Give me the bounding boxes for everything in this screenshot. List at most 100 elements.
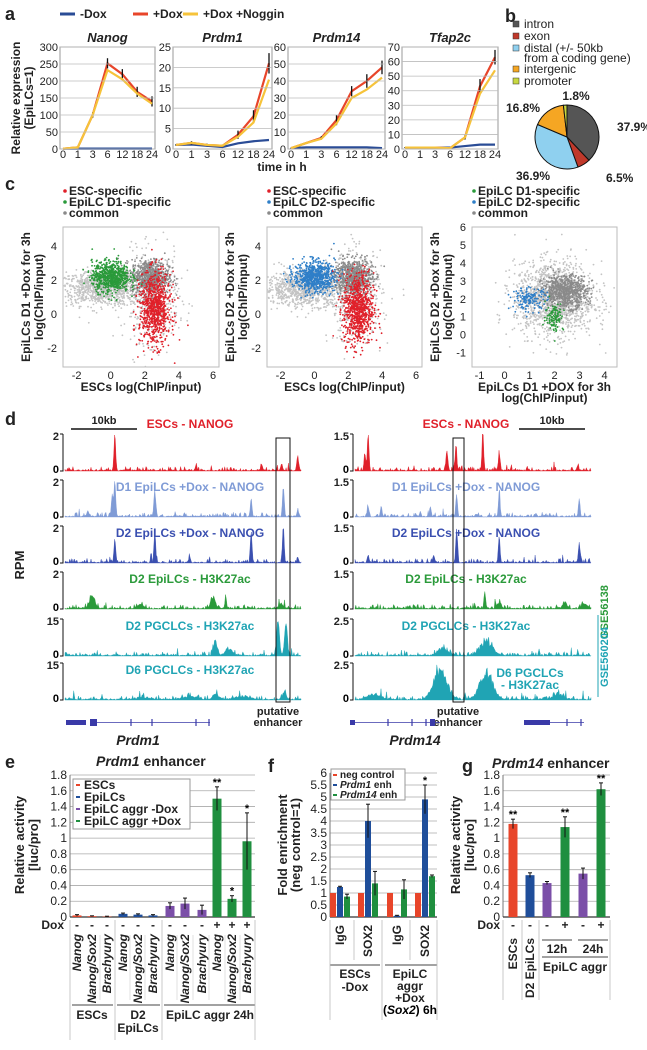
scatter-point	[301, 301, 303, 304]
legend-entry: exon	[524, 29, 550, 43]
scatter-point	[325, 301, 328, 304]
scatter-point	[104, 278, 107, 280]
scatter-point	[82, 294, 85, 297]
scatter-point	[375, 309, 377, 312]
scatter-point	[165, 351, 168, 354]
scatter-point	[164, 317, 167, 320]
scatter-point	[154, 238, 157, 241]
scatter-point	[169, 322, 172, 325]
scatter-point	[169, 294, 171, 297]
scatter-point	[107, 282, 110, 285]
scatter-point	[275, 287, 278, 290]
scatter-point	[300, 303, 303, 306]
pie-label: 1.8%	[562, 89, 590, 103]
scatter-point	[143, 314, 146, 316]
scatter-point	[126, 262, 129, 265]
scatter-point	[134, 316, 137, 319]
scatter-point	[133, 272, 136, 274]
scatter-point	[166, 316, 169, 318]
scatter-point	[112, 334, 114, 337]
scatter-point	[161, 310, 164, 312]
scatter-point	[272, 275, 275, 278]
scatter-point	[133, 267, 136, 269]
scatter-point	[100, 290, 103, 293]
scatter-point	[79, 283, 82, 286]
scatter-point	[178, 339, 181, 341]
scatter-point	[112, 260, 115, 263]
scatter-point	[336, 289, 338, 292]
scatter-point	[313, 294, 316, 296]
scatter-point	[180, 317, 182, 319]
scatter-point	[331, 301, 334, 304]
scatter-point	[161, 303, 164, 306]
scatter-point	[73, 292, 76, 294]
legend-swatch	[512, 44, 520, 52]
scatter-point	[164, 267, 167, 270]
scatter-point	[270, 300, 272, 303]
legend-entry: +Dox	[153, 7, 183, 21]
scatter-point	[130, 315, 133, 318]
scatter-point	[315, 302, 318, 305]
scatter-point	[102, 286, 105, 289]
scatter-point	[140, 265, 143, 267]
scatter-point	[153, 258, 156, 260]
scatter-point	[352, 249, 354, 252]
scatter-point	[80, 273, 82, 276]
scatter-point	[152, 338, 155, 341]
scatter-point	[85, 297, 88, 300]
scatter-point	[139, 339, 142, 342]
scatter-point	[186, 269, 189, 272]
scatter-point	[136, 272, 139, 275]
scatter-point	[135, 298, 137, 301]
scatter-point	[152, 331, 155, 333]
scatter-point	[292, 271, 295, 274]
scatter-point	[130, 279, 133, 281]
scatter-point	[136, 305, 139, 308]
scatter-point	[162, 293, 165, 295]
scatter-point	[157, 299, 160, 302]
scatter-point	[339, 254, 341, 257]
scatter-point	[164, 281, 167, 283]
scatter-point	[111, 295, 114, 297]
scatter-point	[180, 277, 183, 280]
scatter-point	[169, 303, 172, 305]
x-tick-label: 6	[104, 149, 110, 161]
scatter-point	[71, 303, 74, 305]
scatter-point	[283, 281, 286, 284]
scatter-point	[118, 301, 120, 304]
scatter-point	[78, 305, 81, 308]
scatter-point	[148, 270, 151, 273]
scatter-point	[138, 300, 141, 303]
scatter-point	[140, 270, 143, 272]
scatter-point	[117, 260, 120, 263]
scatter-point	[99, 279, 102, 282]
scatter-point	[114, 279, 117, 282]
scatter-point	[94, 273, 97, 276]
scatter-point	[128, 297, 131, 299]
scatter-point	[148, 297, 151, 300]
x-tick-label: 12	[459, 149, 471, 161]
legend-entry: +Dox +Noggin	[203, 7, 284, 21]
scatter-point	[364, 342, 367, 345]
scatter-point	[152, 308, 154, 311]
scatter-point	[151, 266, 153, 269]
scatter-point	[151, 320, 153, 323]
scatter-point	[288, 303, 290, 306]
y-tick-label: 10	[388, 129, 400, 141]
scatter-point	[109, 272, 112, 275]
y-axis-label: (EpiLCs=1)	[22, 66, 36, 129]
scatter-point	[91, 258, 93, 261]
scatter-point	[132, 302, 135, 304]
x-tick-label: 6	[210, 370, 216, 382]
subplot-title: Nanog	[87, 30, 128, 45]
scatter-point	[161, 291, 164, 294]
panel-label-b: b	[505, 6, 516, 26]
scatter-point	[271, 294, 274, 297]
scatter-point	[161, 283, 164, 286]
scatter-point	[157, 321, 159, 324]
scatter-point	[132, 269, 135, 271]
scatter-point	[76, 298, 79, 301]
scatter-point	[115, 277, 118, 280]
scatter-point	[108, 277, 111, 280]
scatter-point	[122, 267, 124, 269]
